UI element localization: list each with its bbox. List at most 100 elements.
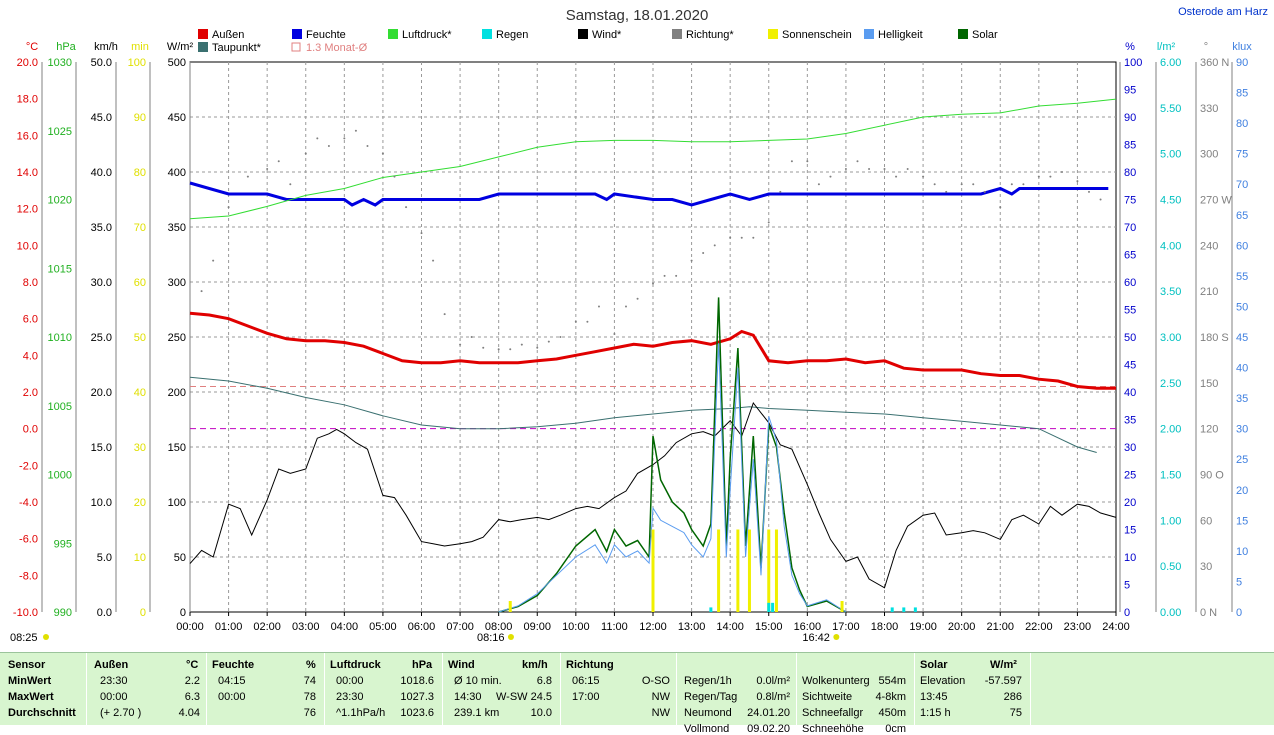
y-tick-label-direction: 90 O [1200,470,1224,482]
y-tick-label-wind: 50.0 [91,57,112,69]
header-aussen-unit: °C [186,659,199,671]
table-cell-aussen-time: 00:00 [100,691,128,703]
point-direction [497,348,500,351]
table-cell-feuchte-time: 04:15 [218,675,246,687]
point-direction [806,160,809,163]
legend-label: Solar [972,29,998,41]
y-tick-label-rain: 0.00 [1160,607,1181,619]
y-tick-label-lux: 85 [1236,88,1248,100]
x-tick-label: 01:00 [215,621,243,633]
point-direction [1087,190,1090,193]
table-cell-label: MaxWert [8,691,54,703]
y-tick-label-solar: 250 [168,332,186,344]
table-cell-wind-a: Ø 10 min. [454,675,502,687]
point-direction [983,190,986,193]
y-tick-label-sun: 50 [134,332,146,344]
y-tick-label-pressure: 1025 [48,126,72,138]
point-direction [277,160,280,163]
table-cell-info1-l: Regen/1h [684,675,732,687]
point-direction [817,183,820,186]
point-direction [536,346,539,349]
point-direction [470,336,473,338]
point-direction [690,259,693,262]
series-line-luftdruck [189,98,1117,220]
point-direction [1060,171,1063,173]
x-tick-label: 04:00 [331,621,359,633]
y-tick-label-humidity: 5 [1124,580,1130,592]
point-direction [779,190,782,193]
point-direction [354,129,357,132]
sunset-label: 16:42 [802,632,830,644]
x-tick-label: 17:00 [832,621,860,633]
y-tick-label-solar: 350 [168,222,186,234]
legend-swatch [768,29,778,39]
x-tick-label: 07:00 [446,621,474,633]
header-feuchte: Feuchte [212,659,255,671]
y-tick-label-lux: 35 [1236,393,1248,405]
point-direction [740,236,743,239]
y-tick-label-pressure: 1005 [48,401,72,413]
point-direction [624,305,627,308]
y-tick-label-humidity: 0 [1124,607,1130,619]
y-tick-label-humidity: 70 [1124,222,1136,234]
y-tick-label-lux: 10 [1236,546,1248,558]
series-line-helligkeit [498,343,847,613]
series-line-taupunkt [189,376,1097,453]
point-direction [729,236,732,239]
y-tick-label-sun: 20 [134,497,146,509]
x-tick-label: 21:00 [986,621,1014,633]
y-tick-label-temp: -8.0 [19,570,38,582]
legend-label: Außen [212,29,244,41]
legend-label: Richtung* [686,29,734,41]
y-unit-humidity: % [1125,41,1135,53]
y-unit-wind: km/h [94,41,118,53]
x-tick-label: 15:00 [755,621,783,633]
point-direction [200,290,203,293]
y-tick-label-sun: 0 [140,607,146,619]
y-tick-label-solar: 50 [174,552,186,564]
y-tick-label-temp: 4.0 [23,350,38,362]
y-tick-label-wind: 40.0 [91,167,112,179]
sunrise-label: 08:16 [477,632,505,644]
y-tick-label-rain: 4.00 [1160,240,1181,252]
table-cell-feuchte-val: 78 [303,691,316,703]
sunrise-icon [507,634,514,640]
y-tick-label-direction: 270 W [1200,195,1232,207]
y-tick-label-wind: 30.0 [91,277,112,289]
legend-swatch [198,42,208,52]
y-tick-label-rain: 1.50 [1160,470,1181,482]
series-line-feuchte [189,181,1109,207]
point-direction [752,236,755,239]
point-direction [343,137,346,140]
station-name: Osterode am Harz [1178,6,1268,18]
y-tick-label-temp: -4.0 [19,497,38,509]
point-direction [652,282,654,285]
y-tick-label-humidity: 30 [1124,442,1136,454]
y-tick-label-wind: 35.0 [91,222,112,234]
y-tick-label-sun: 30 [134,442,146,454]
table-cell-info1-l: Regen/Tag [684,691,738,703]
y-tick-label-solar: 200 [168,387,186,399]
point-direction [1022,183,1025,186]
legend-swatch [198,29,208,39]
y-tick-label-pressure: 990 [54,607,72,619]
table-cell-aussen-val: 4.04 [178,707,200,719]
point-direction [266,167,269,170]
y-tick-label-temp: -2.0 [19,460,38,472]
y-tick-label-humidity: 90 [1124,112,1136,124]
y-tick-label-wind: 10.0 [91,497,112,509]
y-tick-label-lux: 0 [1236,607,1242,619]
legend-swatch [482,29,492,39]
point-direction [432,259,435,262]
point-direction [856,160,859,163]
point-direction [316,137,319,140]
header-luftdruck: Luftdruck [330,659,381,671]
y-tick-label-humidity: 60 [1124,277,1136,289]
y-tick-label-temp: 18.0 [17,94,38,106]
table-cell-richt-time: 17:00 [572,691,600,703]
y-unit-direction: ° [1204,41,1208,53]
y-tick-label-direction: 150 [1200,378,1218,390]
point-direction [829,175,832,178]
point-direction [381,152,384,155]
x-tick-label: 09:00 [523,621,551,633]
